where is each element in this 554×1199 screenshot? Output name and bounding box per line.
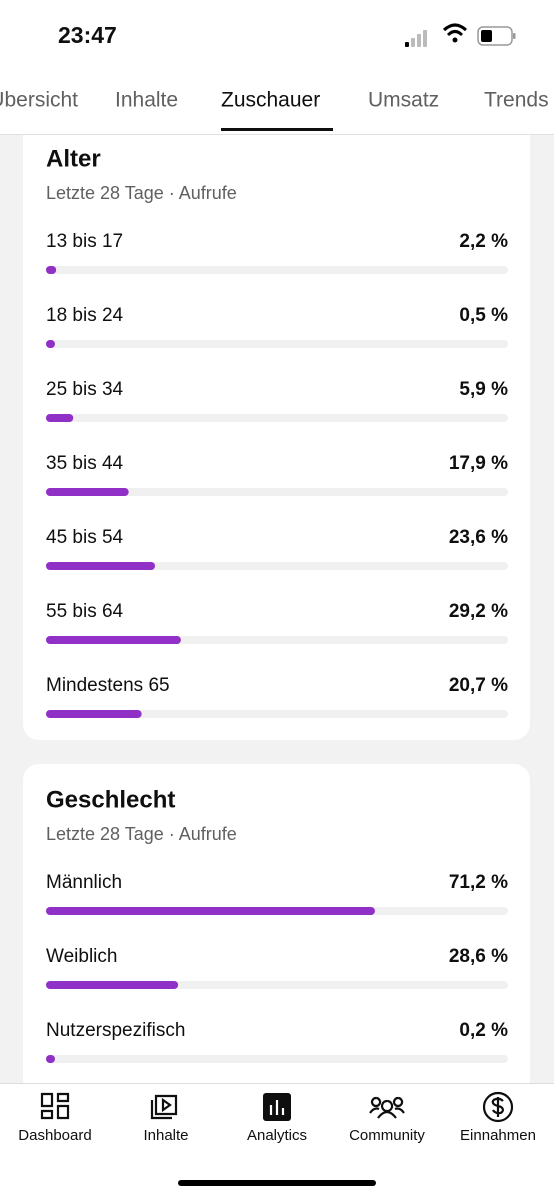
value-label: 23,6 % [449,527,508,548]
icon-community [369,1096,405,1119]
row-label: 18 bis 24 [46,305,124,326]
icon-dollar [491,1097,505,1117]
bar-track [46,1055,508,1063]
card [23,764,530,1124]
row-label: 13 bis 17 [46,231,123,252]
bar [46,340,55,348]
value-label: 0,2 % [459,1020,508,1041]
bar-track [46,266,508,274]
bar [46,488,129,496]
bar [46,636,181,644]
row-label: 45 bis 54 [46,527,124,548]
nav-label[interactable]: Inhalte [143,1127,188,1144]
home-indicator [178,1180,376,1186]
tab-underline [221,128,333,131]
bar [46,266,57,274]
value-label: 29,2 % [449,601,508,622]
value-label: 71,2 % [449,872,508,893]
row-label: 35 bis 44 [46,453,124,474]
bar [46,414,74,422]
card-title: Geschlecht [46,786,175,813]
header-bg [0,0,554,134]
row-label: Mindestens 65 [46,675,170,696]
row-label: Männlich [46,872,122,893]
bar-track [46,562,508,570]
tab[interactable]: Umsatz [368,89,439,112]
value-label: 2,2 % [459,231,508,252]
tab[interactable]: Übersicht [0,89,78,112]
nav-label[interactable]: Dashboard [18,1127,91,1144]
nav-label[interactable]: Analytics [247,1127,307,1144]
row-label: 55 bis 64 [46,601,124,622]
bar-track [46,414,508,422]
card [23,110,530,740]
row-label: Nutzerspezifisch [46,1020,185,1041]
tab[interactable]: Zuschauer [221,89,320,112]
row-label: Weiblich [46,946,117,967]
icon-inhalte [150,1094,178,1120]
icon-dashboard [40,1092,70,1120]
value-label: 0,5 % [459,305,508,326]
wifi-icon [442,23,468,37]
nav-label[interactable]: Einnahmen [460,1127,536,1144]
status-time: 23:47 [58,22,117,48]
battery-level [481,30,492,42]
signal-bar [417,34,421,47]
battery-tip [513,33,516,39]
bar [46,981,179,989]
bar-track [46,340,508,348]
nav-label[interactable]: Community [349,1127,425,1144]
card-subtitle: Letzte 28 Tage · Aufrufe [46,824,237,844]
bar [46,907,375,915]
card-title: Alter [46,145,101,172]
card-subtitle: Letzte 28 Tage · Aufrufe [46,183,237,203]
icon-einnahmen [482,1091,514,1123]
icon-analytics-bars [269,1100,285,1115]
signal-bar [423,30,427,47]
signal-bar [405,42,409,47]
bar-track [46,488,508,496]
row-label: 25 bis 34 [46,379,124,400]
value-label: 5,9 % [459,379,508,400]
wifi-dot [452,37,458,43]
value-label: 20,7 % [449,675,508,696]
tab[interactable]: Inhalte [115,89,178,112]
bar [46,710,142,718]
bar-track [46,710,508,718]
tab[interactable]: Trends [484,89,549,112]
bar [46,562,156,570]
signal-bar [411,38,415,47]
value-label: 28,6 % [449,946,508,967]
value-label: 17,9 % [449,453,508,474]
bar [46,1055,55,1063]
battery [477,26,513,46]
